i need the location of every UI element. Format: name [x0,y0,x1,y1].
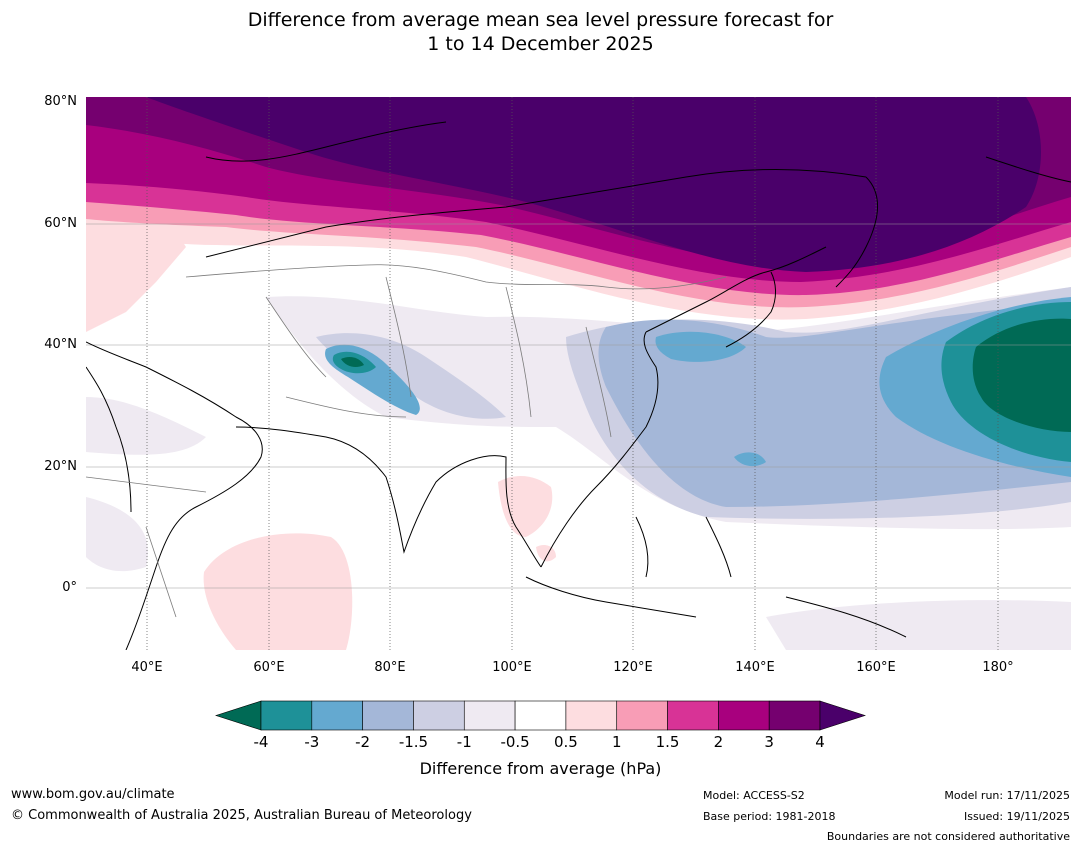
map-svg [86,97,1071,650]
colorbar-swatch [667,700,719,731]
anomaly-africa-pos [203,533,353,650]
coastlines [86,121,1071,650]
footer-website: www.bom.gov.au/climate [11,787,175,802]
lon-label-180: 180° [982,660,1014,675]
colorbar-extend-low [215,700,262,731]
colorbar-swatch [463,700,516,731]
colorbar-swatch [616,700,668,731]
colorbar-tick-label: 4 [815,733,825,751]
colorbar-tick-label: 2 [713,733,724,751]
lon-label-80e: 80°E [374,660,406,675]
footer-copyright: © Commonwealth of Australia 2025, Austra… [11,808,472,823]
lat-label-40n: 40°N [44,337,77,352]
colorbar-tick-label: -4 [253,733,269,751]
chart-title-line-1: Difference from average mean sea level p… [247,9,834,31]
colorbar-tick-label: 0.5 [553,733,578,751]
lon-label-120e: 120°E [613,660,653,675]
colorbar-tick-label: -2 [355,733,371,751]
footer-model-run: Model run: 17/11/2025 [944,789,1070,802]
map-gridlines [86,223,1071,589]
colorbar-tick-label: 1.5 [655,733,680,751]
colorbar-tick-label: 1 [611,733,622,751]
anomaly-indochina-pos [498,475,553,537]
lon-label-140e: 140°E [735,660,775,675]
lat-label-20n: 20°N [44,459,77,474]
pressure-anomaly-map [86,97,1071,650]
colorbar-title: Difference from average (hPa) [419,759,662,778]
map-meridians [146,97,999,650]
chart-title: Difference from average mean sea level p… [0,8,1081,56]
colorbar-tick-label: -3 [304,733,320,751]
colorbar-tick-label: -1 [456,733,472,751]
colorbar-swatch [768,700,821,731]
colorbar-swatch [718,700,770,731]
colorbar-tick-label: -1.5 [398,733,429,751]
anomaly-light-neg-2 [86,397,206,455]
colorbar-tick-label: 3 [764,733,774,751]
lat-label-80n: 80°N [44,94,77,109]
anomaly-neg-4 [972,318,1071,432]
lon-label-60e: 60°E [253,660,285,675]
anomaly-neg-2-ph [734,452,766,467]
colorbar-swatch [362,700,414,731]
lon-label-160e: 160°E [856,660,896,675]
colorbar-tick-label: -0.5 [500,733,530,751]
colorbar-swatch [311,700,363,731]
anomaly-light-neg-3 [86,497,148,572]
anomaly-neg-2-japan [655,331,746,362]
lon-label-100e: 100°E [492,660,532,675]
chart-title-line-2: 1 to 14 December 2025 [427,33,654,55]
anomaly-himalaya-neg-4 [341,356,364,367]
colorbar-swatch [565,700,618,731]
colorbar-swatch [260,700,313,731]
colorbar [215,700,866,731]
footer-model: Model: ACCESS-S2 [703,789,805,802]
country-borders [86,264,727,618]
footer-base-period: Base period: 1981-2018 [703,810,836,823]
colorbar-extend-high [819,700,866,731]
footer-disclaimer: Boundaries are not considered authoritat… [826,830,1070,843]
lon-label-40e: 40°E [131,660,163,675]
colorbar-swatch [413,700,465,731]
colorbar-swatch [514,700,567,731]
lat-label-60n: 60°N [44,216,77,231]
lat-label-0: 0° [62,580,77,595]
footer-issued: Issued: 19/11/2025 [963,810,1070,823]
anomaly-pos-4 [146,97,1041,272]
